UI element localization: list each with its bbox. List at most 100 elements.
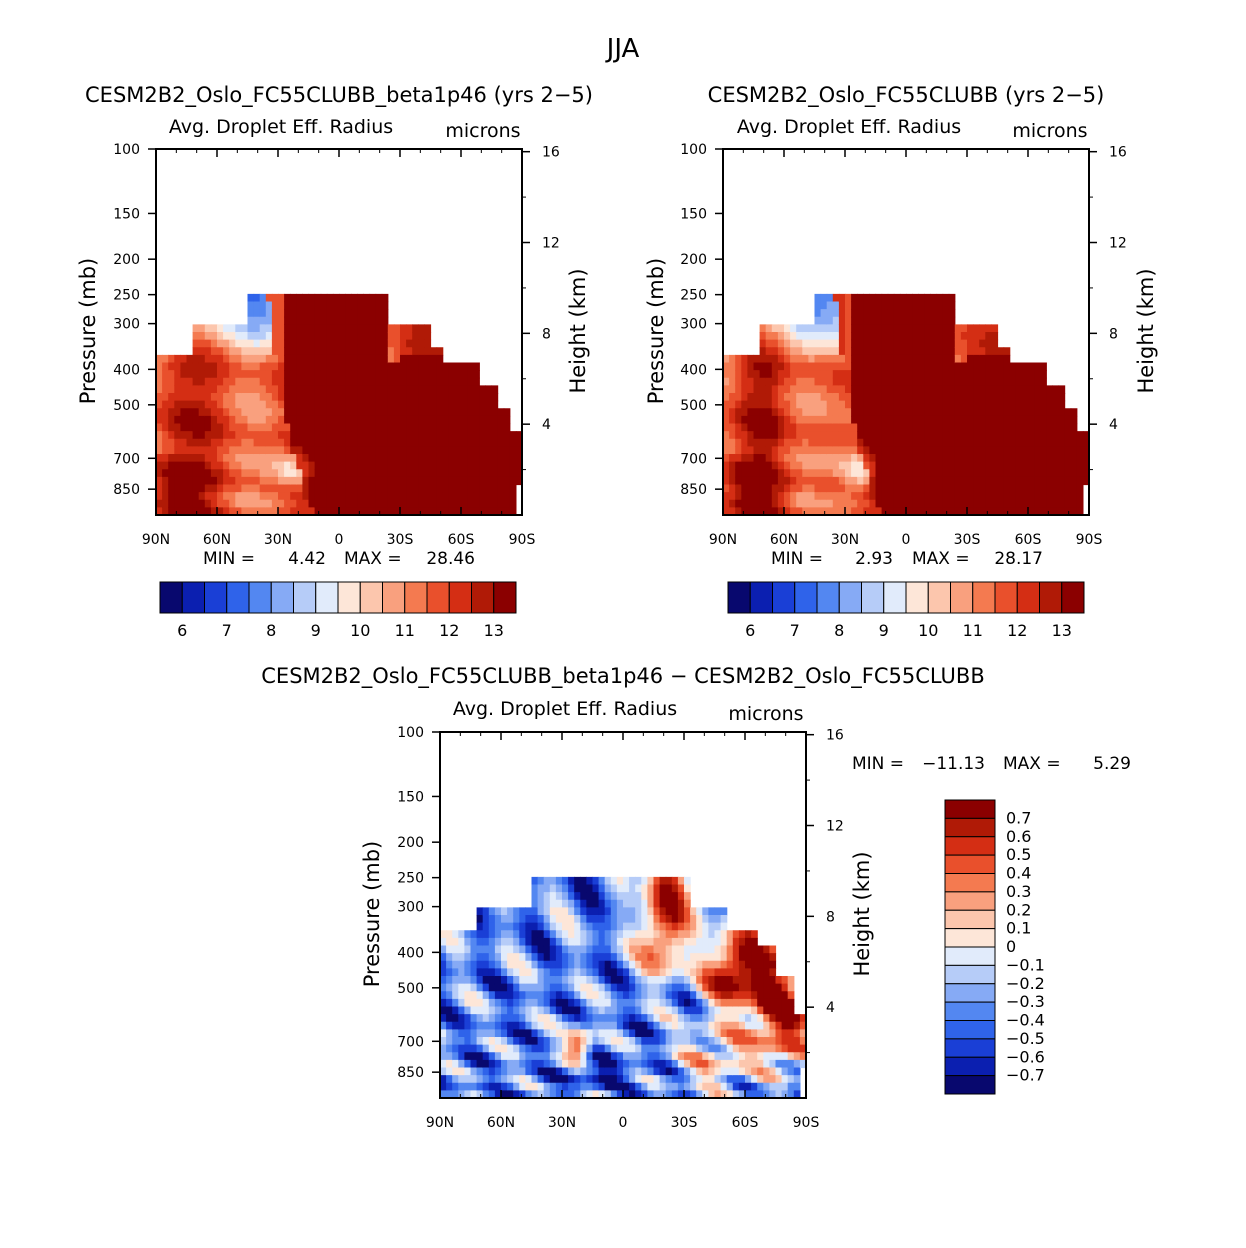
contour-cell [604,907,612,916]
contour-cell [893,332,901,341]
contour-cell [912,499,919,508]
contour-cell [369,408,377,417]
contour-cell [446,945,453,954]
contour-cell [1021,492,1029,501]
contour-cell [1070,423,1078,432]
contour-cell [482,976,490,985]
contour-fill [440,876,807,1099]
contour-cell [174,484,181,493]
contour-cell [387,499,395,508]
contour-cell [863,324,870,333]
contour-cell [641,1006,648,1015]
contour-cell [198,324,206,333]
contour-cell [924,492,931,501]
contour-cell [345,499,352,508]
contour-cell [771,324,779,333]
contour-cell [604,953,612,962]
contour-cell [857,316,864,325]
contour-cell [180,354,188,364]
contour-cell [507,976,514,985]
contour-cell [186,415,194,425]
contour-cell [494,960,502,969]
contour-cell [446,1090,453,1099]
contour-cell [753,431,761,440]
contour-cell [229,431,236,440]
contour-cell [467,446,474,455]
contour-cell [192,476,200,486]
contour-cell [543,1029,551,1038]
contour-cell [832,362,840,371]
contour-cell [418,324,425,333]
contour-cell [430,431,438,440]
contour-cell [942,484,950,493]
contour-cell [357,309,364,318]
contour-cell [440,1059,447,1069]
contour-cell [732,998,740,1008]
contour-cell [954,332,962,341]
contour-cell [997,393,1005,402]
contour-cell [513,1067,520,1076]
contour-cell [235,354,242,364]
contour-cell [747,423,755,432]
contour-cell [470,960,478,969]
contour-cell [253,370,261,379]
contour-cell [1009,438,1017,447]
contour-cell [446,1044,453,1053]
contour-cell [759,339,767,348]
contour-cell [647,976,655,985]
contour-cell [820,301,828,310]
contour-cell [308,316,316,325]
contour-cell [598,945,606,954]
contour-cell [278,431,285,440]
contour-cell [1015,476,1023,486]
contour-cell [820,454,828,463]
contour-cell [665,1029,673,1038]
contour-cell [979,492,986,501]
contour-cell [729,385,736,394]
contour-cell [629,899,636,908]
contour-cell [948,393,956,402]
contour-cell [440,968,447,977]
contour-cell [759,461,767,470]
contour-cell [604,1090,612,1099]
contour-cell [430,438,438,447]
contour-cell [574,945,581,954]
contour-cell [745,976,752,985]
contour-cell [887,377,895,386]
contour-cell [446,953,453,962]
contour-cell [690,976,697,985]
contour-cell [253,446,261,455]
contour-cell [381,431,389,440]
contour-cell [714,1006,722,1015]
contour-cell [488,1029,496,1038]
contour-cell [424,415,432,425]
contour-cell [436,446,444,455]
contour-cell [735,408,742,417]
contour-cell [494,1029,502,1038]
contour-cell [476,998,484,1008]
contour-cell [531,1044,539,1053]
contour-cell [899,301,907,310]
contour-cell [610,937,618,947]
contour-cell [332,362,340,371]
contour-cell [1052,408,1060,417]
contour-cell [302,454,310,463]
contour-cell [482,953,490,962]
contour-cell [1015,362,1023,371]
contour-cell [549,983,557,992]
contour-cell [562,1029,569,1038]
contour-cell [899,454,907,463]
contour-cell [247,309,255,318]
contour-cell [302,431,310,440]
contour-cell [796,354,803,364]
contour-cell [473,499,480,508]
contour-cell [875,332,883,341]
contour-cell [906,385,913,394]
contour-cell [479,438,486,447]
contour-cell [302,393,310,402]
contour-cell [826,408,834,417]
contour-cell [1070,415,1078,425]
contour-cell [302,316,310,325]
contour-cell [653,1082,661,1091]
contour-cell [357,377,364,386]
